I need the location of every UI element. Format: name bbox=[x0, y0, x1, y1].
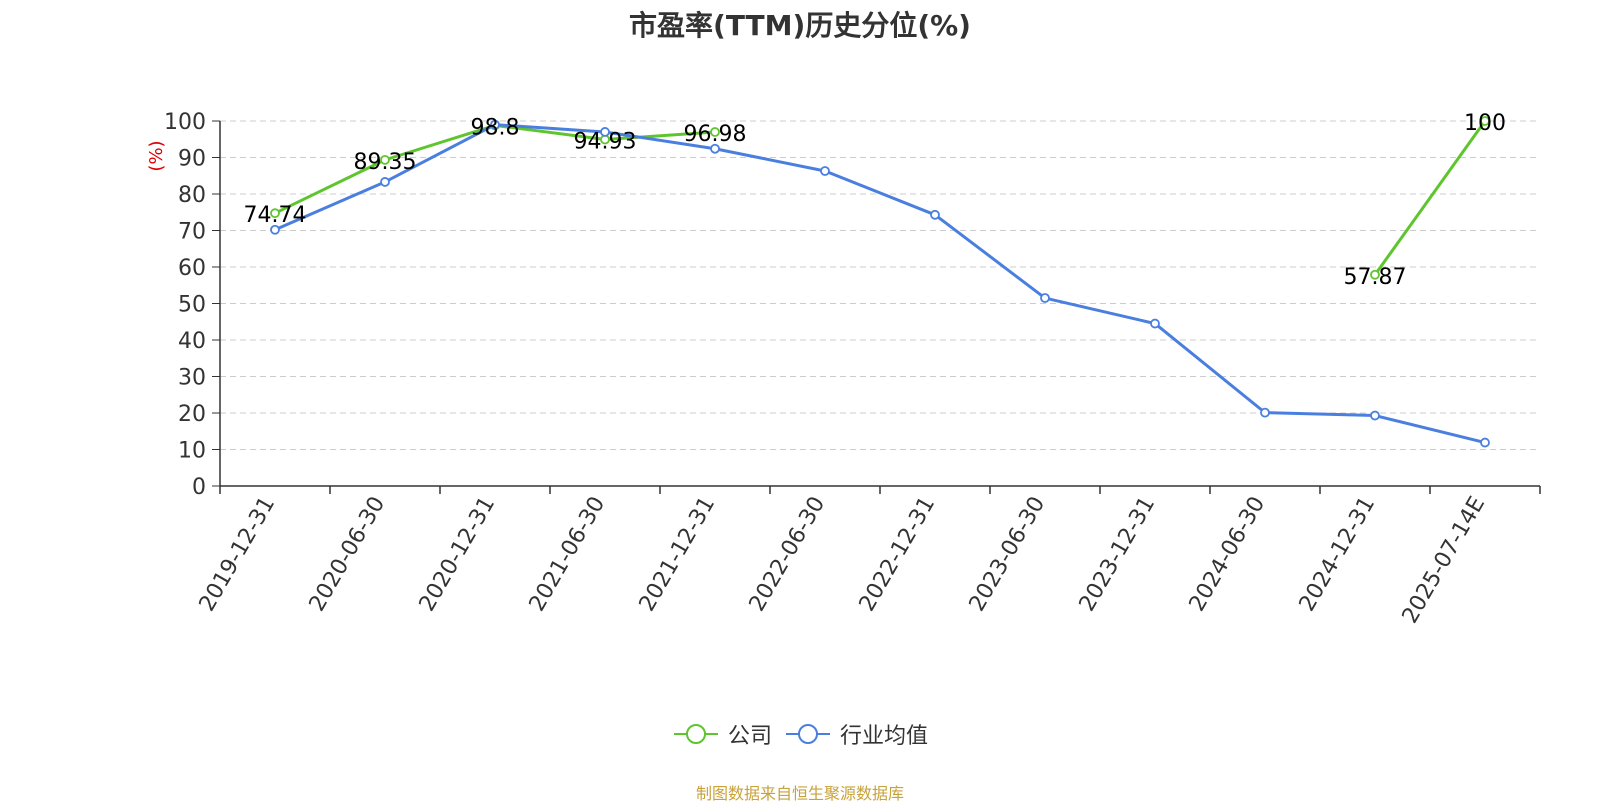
legend-item-company[interactable]: 公司 bbox=[672, 718, 772, 750]
series-line-0 bbox=[1373, 120, 1487, 276]
data-point-1[interactable] bbox=[600, 127, 610, 137]
legend-company-line-circle-icon bbox=[673, 724, 718, 744]
y-tick-label: 50 bbox=[178, 293, 206, 318]
y-tick-label: 20 bbox=[178, 402, 206, 427]
data-point-1[interactable] bbox=[1040, 293, 1050, 303]
data-label: 57.87 bbox=[1344, 265, 1407, 290]
data-point-1[interactable] bbox=[380, 177, 390, 187]
data-point-1[interactable] bbox=[710, 143, 720, 154]
x-tick-label: 2020-06-30 bbox=[305, 493, 391, 616]
data-label: 98.8 bbox=[471, 115, 520, 140]
y-tick-label: 30 bbox=[178, 366, 206, 391]
data-point-0[interactable] bbox=[1370, 269, 1380, 280]
data-point-1[interactable] bbox=[490, 119, 500, 130]
data-point-0[interactable] bbox=[1480, 116, 1490, 126]
axes: 0 10 20 30 40 50 60 70 80 90 100 (%) 2019-12-31 2020-… bbox=[146, 110, 1541, 628]
y-tick-label: 90 bbox=[178, 147, 206, 172]
data-point-1[interactable] bbox=[930, 209, 940, 220]
data-point-0[interactable] bbox=[710, 127, 720, 137]
y-tick-label: 80 bbox=[178, 183, 206, 208]
x-tick-label: 2024-12-31 bbox=[1295, 493, 1381, 616]
y-tick-label: 60 bbox=[178, 256, 206, 281]
grid-lines bbox=[220, 120, 1540, 450]
y-tick-label: 10 bbox=[178, 439, 206, 464]
data-label: 96.98 bbox=[684, 122, 747, 147]
x-tick-label: 2021-12-31 bbox=[635, 493, 721, 616]
data-point-1[interactable] bbox=[1480, 437, 1490, 448]
data-labels: 74.74 89.35 98.8 94.93 96.98 57.87 100 bbox=[244, 111, 1506, 290]
data-point-1[interactable] bbox=[820, 166, 830, 176]
x-tick-label: 2023-06-30 bbox=[965, 493, 1051, 616]
y-tick-label: 100 bbox=[164, 110, 206, 135]
series-lines bbox=[270, 116, 1490, 448]
data-point-1[interactable] bbox=[1370, 410, 1380, 421]
y-tick-label: 0 bbox=[192, 475, 206, 500]
x-tick-label: 2025-07-14E bbox=[1398, 493, 1491, 628]
data-point-1[interactable] bbox=[1150, 318, 1160, 329]
source-note: 制图数据来自恒生聚源数据库 bbox=[695, 784, 904, 803]
x-tick-label: 2023-12-31 bbox=[1075, 493, 1161, 616]
data-label: 74.74 bbox=[244, 203, 307, 228]
x-tick-label: 2024-06-30 bbox=[1185, 493, 1271, 616]
y-tick-label: 40 bbox=[178, 329, 206, 354]
legend-item-industry[interactable]: 行业均值 bbox=[784, 718, 928, 750]
data-label: 100 bbox=[1464, 111, 1506, 136]
data-point-1[interactable] bbox=[270, 224, 280, 235]
legend-industry-line-circle-icon bbox=[786, 724, 830, 744]
y-tick-label: 70 bbox=[178, 220, 206, 245]
x-tick-label: 2020-12-31 bbox=[415, 493, 501, 616]
x-tick-label: 2021-06-30 bbox=[525, 493, 611, 616]
data-point-1[interactable] bbox=[1260, 407, 1270, 418]
data-point-0[interactable] bbox=[380, 154, 390, 165]
series-line-1 bbox=[274, 123, 1486, 445]
legend-label-industry: 行业均值 bbox=[840, 724, 929, 749]
data-label: 94.93 bbox=[574, 130, 637, 155]
legend: 公司 行业均值 bbox=[0, 718, 1600, 750]
data-label: 89.35 bbox=[354, 150, 417, 175]
x-tick-label: 2019-12-31 bbox=[195, 493, 281, 616]
x-tick-label: 2022-06-30 bbox=[745, 493, 831, 616]
legend-label-company: 公司 bbox=[727, 724, 772, 749]
chart-title: 市盈率(TTM)历史分位(%) bbox=[629, 9, 971, 42]
line-chart: 0 10 20 30 40 50 60 70 80 90 100 (%) 2019-12-31 2020-… bbox=[146, 110, 1541, 628]
x-tick-label: 2022-12-31 bbox=[855, 493, 941, 616]
data-point-0[interactable] bbox=[270, 208, 280, 219]
y-axis-label: (%) bbox=[146, 140, 167, 171]
